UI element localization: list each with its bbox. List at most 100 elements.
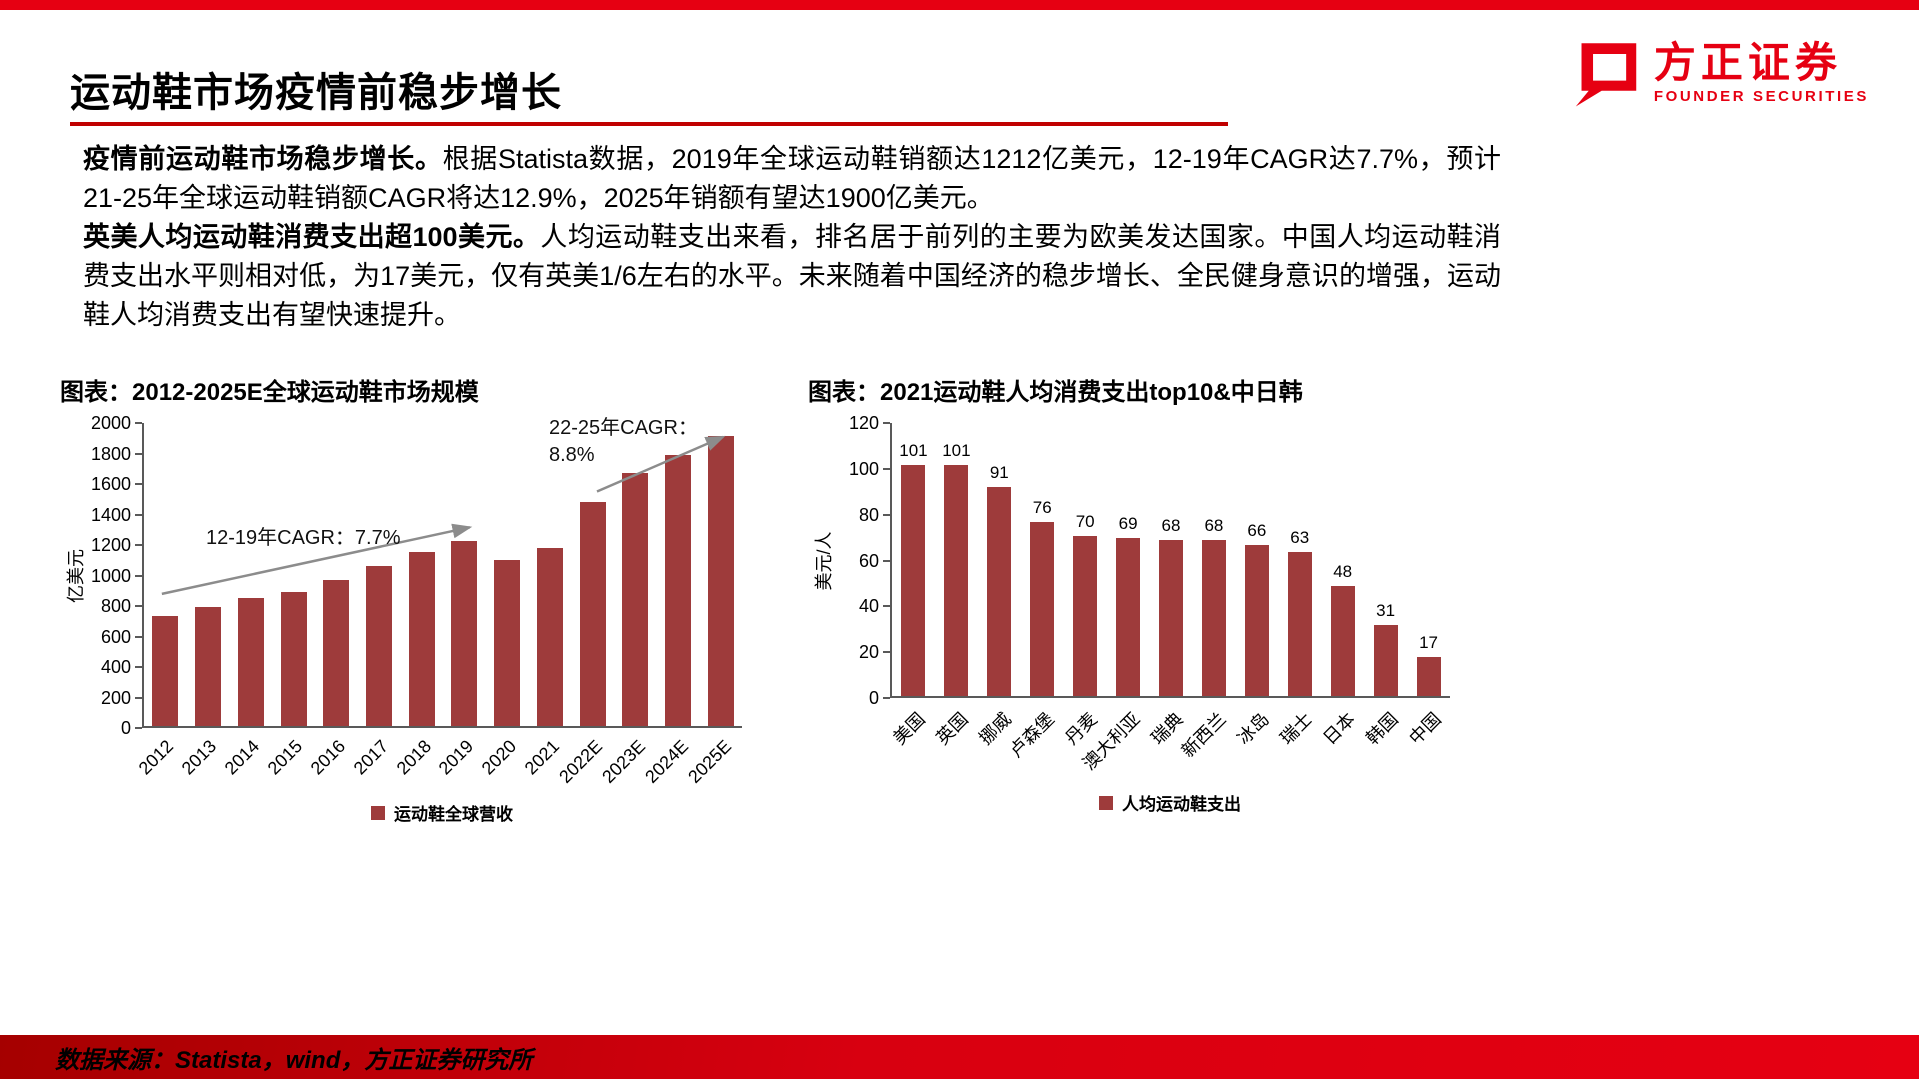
xlabel-2012: 2012 — [135, 736, 178, 779]
bar-美国 — [901, 464, 926, 696]
bar-澳大利亚 — [1116, 537, 1141, 696]
xslot: 新西兰 — [1178, 698, 1235, 790]
legend-swatch — [1099, 795, 1113, 810]
bar-slot-丹麦: 70 — [1064, 512, 1107, 696]
bar-2015 — [280, 591, 307, 726]
bar-slot-2014 — [229, 597, 272, 726]
bar-slot-2012 — [144, 616, 187, 726]
paragraph-1-text: 根据Statista数据，2019年全球运动鞋销额达1212亿美元，12-19年… — [83, 144, 1502, 213]
ytick-60: 60 — [838, 552, 890, 570]
chart-right-yaxis-title-col: 美元/人 — [808, 423, 838, 698]
bar-slot-韩国: 31 — [1364, 601, 1407, 696]
logo-text: 方正证券 FOUNDER SECURITIES — [1653, 38, 1869, 105]
xlabel-2013: 2013 — [177, 736, 221, 779]
xlabel-2014: 2014 — [220, 736, 264, 779]
ytick-1000: 1000 — [90, 565, 142, 586]
bar-slot-2016 — [315, 579, 358, 726]
bar-2018 — [408, 552, 435, 726]
paragraph-2: 英美人均运动鞋消费支出超100美元。人均运动鞋支出来看，排名居于前列的主要为欧美… — [83, 218, 1501, 335]
xlabel-2019: 2019 — [435, 736, 478, 779]
xlabel-美国: 美国 — [888, 708, 929, 749]
value-label: 68 — [1204, 516, 1224, 536]
ytick-20: 20 — [838, 643, 890, 661]
annotation-cagr-22-25: 22-25年CAGR：8.8% — [549, 417, 698, 466]
ytick-1400: 1400 — [90, 504, 142, 525]
chart-left-legend: 运动鞋全球营收 — [142, 800, 742, 825]
value-label: 31 — [1376, 600, 1396, 620]
paragraph-1: 疫情前运动鞋市场稳步增长。根据Statista数据，2019年全球运动鞋销额达1… — [83, 140, 1501, 218]
logo-name-cn: 方正证券 — [1653, 38, 1842, 86]
chart-right-legend: 人均运动鞋支出 — [890, 790, 1450, 815]
xlabel-中国: 中国 — [1405, 708, 1446, 749]
chart-right-xlabels: 美国 英国 挪威 卢森堡 丹麦 澳大利亚 瑞典 新西兰 冰岛 瑞士 日本 韩国 中国 — [889, 698, 1450, 790]
paragraph-2-text: 人均运动鞋支出来看，排名居于前列的主要为欧美发达国家。中国人均运动鞋消费支出水平… — [83, 222, 1501, 330]
xslot: 韩国 — [1363, 698, 1407, 790]
bar-2022E — [579, 501, 606, 726]
bar-slot-瑞士: 63 — [1278, 528, 1321, 696]
founder-logo-icon — [1575, 43, 1637, 107]
bar-2014 — [237, 597, 264, 726]
ytick-400: 400 — [90, 658, 142, 676]
value-label: 63 — [1290, 527, 1310, 547]
bar-slot-新西兰: 68 — [1192, 516, 1235, 696]
xslot: 卢森堡 — [1005, 698, 1062, 790]
chart-left-plot: 12-19年CAGR：7.7% 22-25年CAGR：8.8% — [142, 417, 742, 728]
value-label: 48 — [1333, 562, 1353, 581]
xslot: 美国 — [889, 698, 933, 790]
bar-slot-2015 — [272, 591, 315, 726]
value-label: 17 — [1419, 633, 1438, 653]
value-label: 70 — [1075, 511, 1095, 531]
value-label: 91 — [989, 463, 1009, 483]
chart-right-title: 图表：2021运动鞋人均消费支出top10&中日韩 — [808, 379, 1303, 406]
ytick-1600: 1600 — [90, 474, 142, 494]
bar-slot-美国: 101 — [892, 441, 935, 696]
bar-瑞典 — [1158, 540, 1183, 696]
xlabel-2018: 2018 — [392, 736, 435, 779]
chart-left-yticks: 0 200 400 600 800 1000 1200 1400 1600 1800 2000 — [90, 414, 142, 737]
bar-slot-2017 — [358, 565, 401, 726]
ytick-0: 0 — [90, 719, 142, 737]
title-underline — [70, 122, 1228, 126]
logo-name-en: FOUNDER SECURITIES — [1653, 87, 1869, 105]
value-label: 101 — [899, 440, 928, 460]
xslot: 2025E — [684, 728, 742, 800]
bar-slot-中国: 17 — [1407, 633, 1450, 696]
xlabel-冰岛: 冰岛 — [1233, 708, 1274, 749]
xlabel-2017: 2017 — [349, 736, 392, 779]
bar-slot-2013 — [187, 607, 230, 726]
xslot: 英国 — [932, 698, 976, 790]
value-label: 69 — [1118, 513, 1138, 533]
bar-slot-2022E — [571, 501, 614, 726]
bar-2017 — [365, 565, 392, 726]
footer-strip: 数据来源：Statista，wind，方正证券研究所 — [0, 1035, 1919, 1079]
xslot: 澳大利亚 — [1079, 698, 1148, 790]
xlabel-瑞士: 瑞士 — [1276, 708, 1317, 749]
xslot: 瑞士 — [1277, 698, 1321, 790]
chart-global-market-size: 图表：2012-2025E全球运动鞋市场规模 亿美元 0 200 400 600 800… — [60, 372, 800, 825]
xslot: 日本 — [1320, 698, 1364, 790]
bar-韩国 — [1373, 624, 1398, 696]
paragraph-1-lead: 疫情前运动鞋市场稳步增长。 — [83, 144, 443, 174]
bar-英国 — [944, 464, 969, 696]
top-red-strip — [0, 0, 1919, 10]
bar-瑞士 — [1287, 551, 1312, 696]
bar-2012 — [152, 616, 179, 726]
chart-per-capita-spending: 图表：2021运动鞋人均消费支出top10&中日韩 美元/人 0 20 40 60 80… — [808, 372, 1478, 815]
chart-right-body: 美元/人 0 20 40 60 80 100 120 101 101 91 76 70 69 68 68 6… — [808, 414, 1478, 707]
annotation-cagr-12-19: 12-19年CAGR：7.7% — [206, 527, 401, 549]
bar-2016 — [323, 579, 350, 726]
chart-left-xlabels: 2012 2013 2014 2015 2016 2017 2018 2019 2020 2021… — [135, 728, 742, 800]
bar-新西兰 — [1201, 540, 1226, 696]
bar-2021 — [536, 547, 563, 726]
bar-中国 — [1416, 657, 1441, 696]
xlabel-日本: 日本 — [1319, 708, 1360, 749]
bar-2020 — [494, 559, 521, 726]
bar-slot-2024E — [657, 454, 700, 726]
legend-label: 人均运动鞋支出 — [1122, 795, 1241, 814]
bar-slot-瑞典: 68 — [1150, 516, 1193, 696]
ytick-200: 200 — [90, 689, 142, 707]
chart-right-yticks: 0 20 40 60 80 100 120 — [838, 414, 890, 707]
bar-日本 — [1330, 586, 1355, 696]
bar-2013 — [195, 607, 222, 726]
